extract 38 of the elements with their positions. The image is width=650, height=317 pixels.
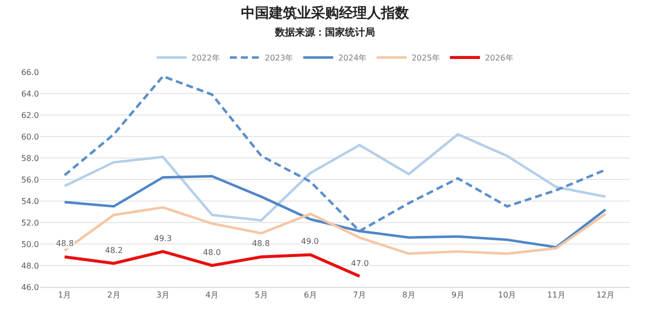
- legend-label: 2026年: [484, 54, 514, 63]
- x-tick-label: 5月: [254, 290, 268, 300]
- data-label: 49.0: [301, 237, 319, 246]
- x-tick-label: 7月: [353, 290, 366, 300]
- y-tick-label: 60.0: [21, 132, 39, 142]
- y-tick-label: 46.0: [21, 282, 39, 292]
- data-label: 48.8: [56, 239, 74, 248]
- chart-title: 中国建筑业采购经理人指数: [241, 5, 410, 22]
- x-tick-label: 8月: [402, 290, 416, 300]
- y-tick-label: 48.0: [21, 261, 39, 270]
- data-label: 48.2: [105, 246, 123, 255]
- legend-label: 2025年: [412, 54, 440, 63]
- chart-subtitle: 数据来源：国家统计局: [274, 26, 375, 39]
- x-tick-label: 10月: [498, 290, 516, 300]
- y-tick-label: 64.0: [21, 89, 39, 98]
- data-label: 49.3: [154, 234, 172, 243]
- legend-label: 2024年: [338, 54, 367, 63]
- data-label: 47.0: [351, 259, 369, 268]
- y-tick-label: 62.0: [21, 110, 39, 120]
- x-tick-label: 12月: [596, 290, 615, 300]
- x-tick-label: 6月: [304, 290, 317, 300]
- y-tick-label: 50.0: [21, 240, 39, 249]
- y-tick-label: 52.0: [21, 218, 39, 228]
- x-tick-label: 4月: [206, 290, 219, 300]
- x-tick-label: 2月: [107, 290, 120, 300]
- x-tick-label: 1月: [58, 290, 72, 300]
- legend-label: 2023年: [264, 54, 294, 63]
- x-tick-label: 3月: [156, 290, 170, 300]
- y-tick-label: 54.0: [21, 196, 39, 206]
- x-tick-label: 11月: [547, 290, 566, 300]
- data-label: 48.8: [252, 239, 270, 248]
- data-label: 48.0: [203, 248, 221, 257]
- y-tick-label: 66.0: [21, 68, 39, 77]
- y-tick-label: 56.0: [21, 175, 39, 184]
- line-series: [63, 133, 607, 222]
- legend-label: 2022年: [192, 54, 220, 63]
- y-tick-label: 58.0: [21, 154, 39, 163]
- x-tick-label: 9月: [451, 290, 464, 300]
